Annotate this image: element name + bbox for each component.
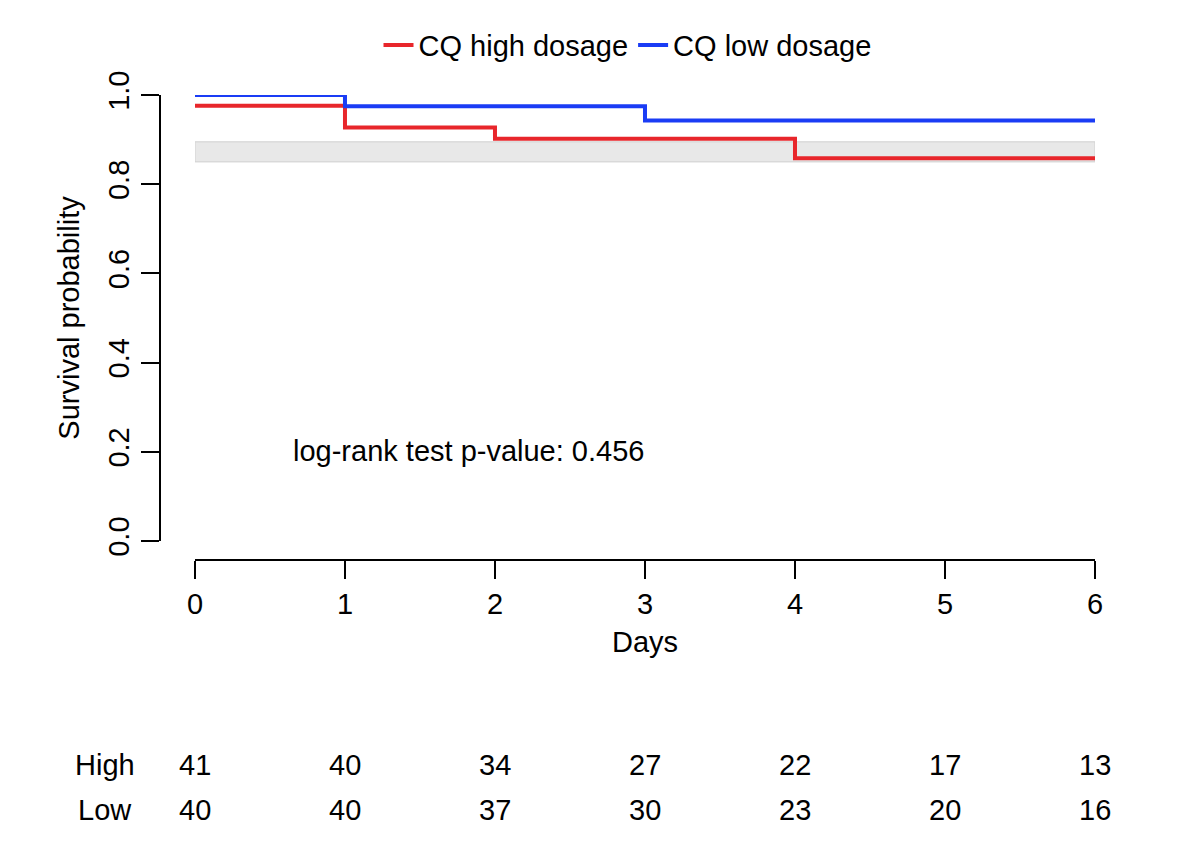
svg-text:0.6: 0.6 — [103, 249, 135, 289]
svg-text:0: 0 — [187, 588, 203, 620]
svg-text:13: 13 — [1079, 749, 1111, 781]
svg-text:20: 20 — [929, 794, 961, 826]
svg-text:17: 17 — [929, 749, 961, 781]
svg-text:40: 40 — [179, 794, 211, 826]
svg-text:23: 23 — [779, 794, 811, 826]
svg-text:Low: Low — [78, 794, 132, 826]
svg-text:3: 3 — [637, 588, 653, 620]
svg-text:4: 4 — [787, 588, 803, 620]
svg-text:40: 40 — [329, 794, 361, 826]
svg-text:1.0: 1.0 — [103, 70, 135, 110]
svg-text:16: 16 — [1079, 794, 1111, 826]
svg-text:41: 41 — [179, 749, 211, 781]
svg-text:0.2: 0.2 — [103, 427, 135, 467]
svg-text:High: High — [75, 749, 135, 781]
svg-text:5: 5 — [937, 588, 953, 620]
svg-text:0.8: 0.8 — [103, 160, 135, 200]
svg-text:Survival probability: Survival probability — [53, 196, 85, 440]
svg-text:CQ low dosage: CQ low dosage — [673, 30, 871, 62]
svg-text:log-rank test p-value: 0.456: log-rank test p-value: 0.456 — [293, 435, 644, 467]
svg-text:30: 30 — [629, 794, 661, 826]
svg-text:37: 37 — [479, 794, 511, 826]
svg-text:34: 34 — [479, 749, 511, 781]
svg-text:0.0: 0.0 — [103, 516, 135, 556]
svg-text:0.4: 0.4 — [103, 338, 135, 378]
svg-text:6: 6 — [1087, 588, 1103, 620]
svg-text:22: 22 — [779, 749, 811, 781]
svg-text:1: 1 — [337, 588, 353, 620]
svg-text:27: 27 — [629, 749, 661, 781]
svg-text:2: 2 — [487, 588, 503, 620]
svg-text:CQ high dosage: CQ high dosage — [419, 30, 629, 62]
svg-text:Days: Days — [612, 626, 678, 658]
svg-text:40: 40 — [329, 749, 361, 781]
